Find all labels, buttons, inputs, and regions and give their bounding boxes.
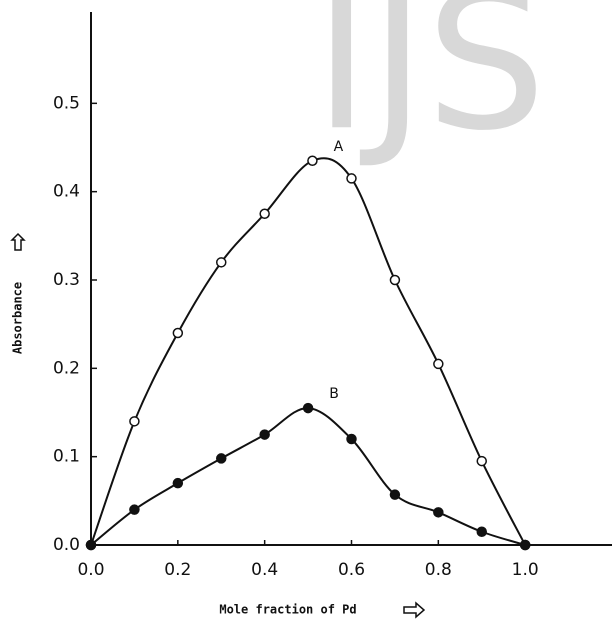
- y-tick-label: 0.0: [53, 535, 80, 555]
- data-point: [259, 208, 270, 219]
- data-point: [433, 358, 444, 370]
- data-point: [216, 453, 227, 464]
- series-curve: [90, 407, 526, 546]
- x-tick-label: 0.0: [77, 560, 104, 580]
- y-arrow: [10, 232, 26, 251]
- y-tick-label: 0.5: [53, 93, 80, 113]
- x-tick-label: 0.2: [164, 560, 191, 580]
- series-label: B: [329, 386, 339, 402]
- data-point: [389, 274, 401, 286]
- data-point: [389, 489, 401, 500]
- data-point: [259, 429, 270, 440]
- data-point: [519, 539, 531, 551]
- data-point: [476, 526, 487, 537]
- x-arrow: [403, 601, 426, 619]
- x-axis-label: Mole fraction of Pd: [219, 603, 356, 617]
- x-tick-label: 0.4: [251, 560, 278, 580]
- series-curve: [90, 157, 527, 546]
- data-point: [307, 155, 318, 166]
- y-tick-label: 0.3: [53, 270, 80, 290]
- y-tick-label: 0.4: [53, 182, 80, 202]
- y-tick-label: 0.1: [53, 447, 80, 467]
- x-tick-label: 0.8: [425, 560, 452, 580]
- data-point: [172, 477, 184, 489]
- data-point: [433, 507, 444, 518]
- data-point: [346, 173, 357, 184]
- data-point: [216, 257, 227, 268]
- data-point: [129, 504, 140, 515]
- x-tick-label: 0.6: [338, 560, 365, 580]
- x-tick-label: 1.0: [512, 560, 539, 580]
- data-point: [85, 539, 97, 551]
- y-axis-label: Absorbance: [11, 282, 25, 354]
- data-point: [476, 455, 487, 467]
- data-point: [302, 402, 314, 414]
- y-tick-label: 0.2: [53, 358, 80, 378]
- data-point: [172, 327, 184, 339]
- series-label: A: [334, 139, 344, 155]
- data-point: [346, 433, 357, 445]
- data-point: [129, 416, 140, 427]
- watermark: IJS: [314, 0, 547, 172]
